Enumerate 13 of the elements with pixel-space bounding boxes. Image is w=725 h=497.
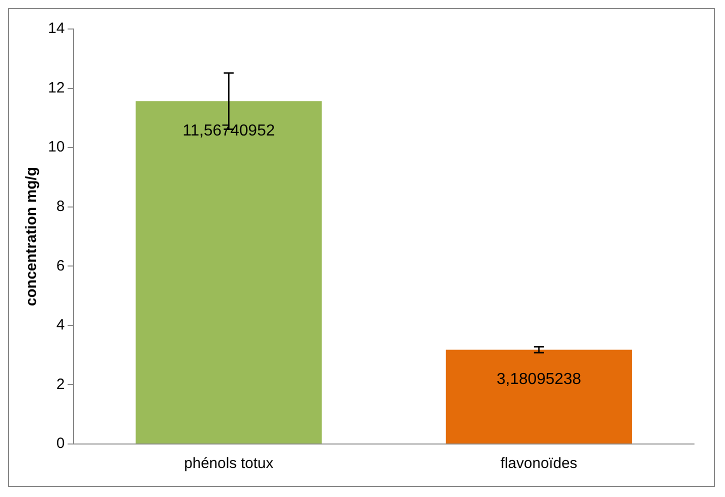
data-label: 3,18095238 [496, 371, 582, 388]
y-tick-label: 14 [48, 20, 65, 38]
y-tick-label: 6 [56, 257, 65, 274]
y-tick-label: 8 [56, 198, 65, 215]
y-tick-label: 10 [48, 138, 65, 156]
y-tick-label: 4 [56, 316, 65, 334]
y-tick-label: 12 [48, 79, 65, 96]
x-tick-label: flavonoïdes [500, 455, 578, 472]
y-axis-title: concentration mg/g [23, 166, 40, 306]
x-tick-label: phénols totux [184, 455, 274, 472]
y-tick-label: 2 [56, 376, 65, 393]
y-tick-label: 0 [56, 435, 65, 452]
data-label: 11,56740952 [182, 122, 275, 140]
